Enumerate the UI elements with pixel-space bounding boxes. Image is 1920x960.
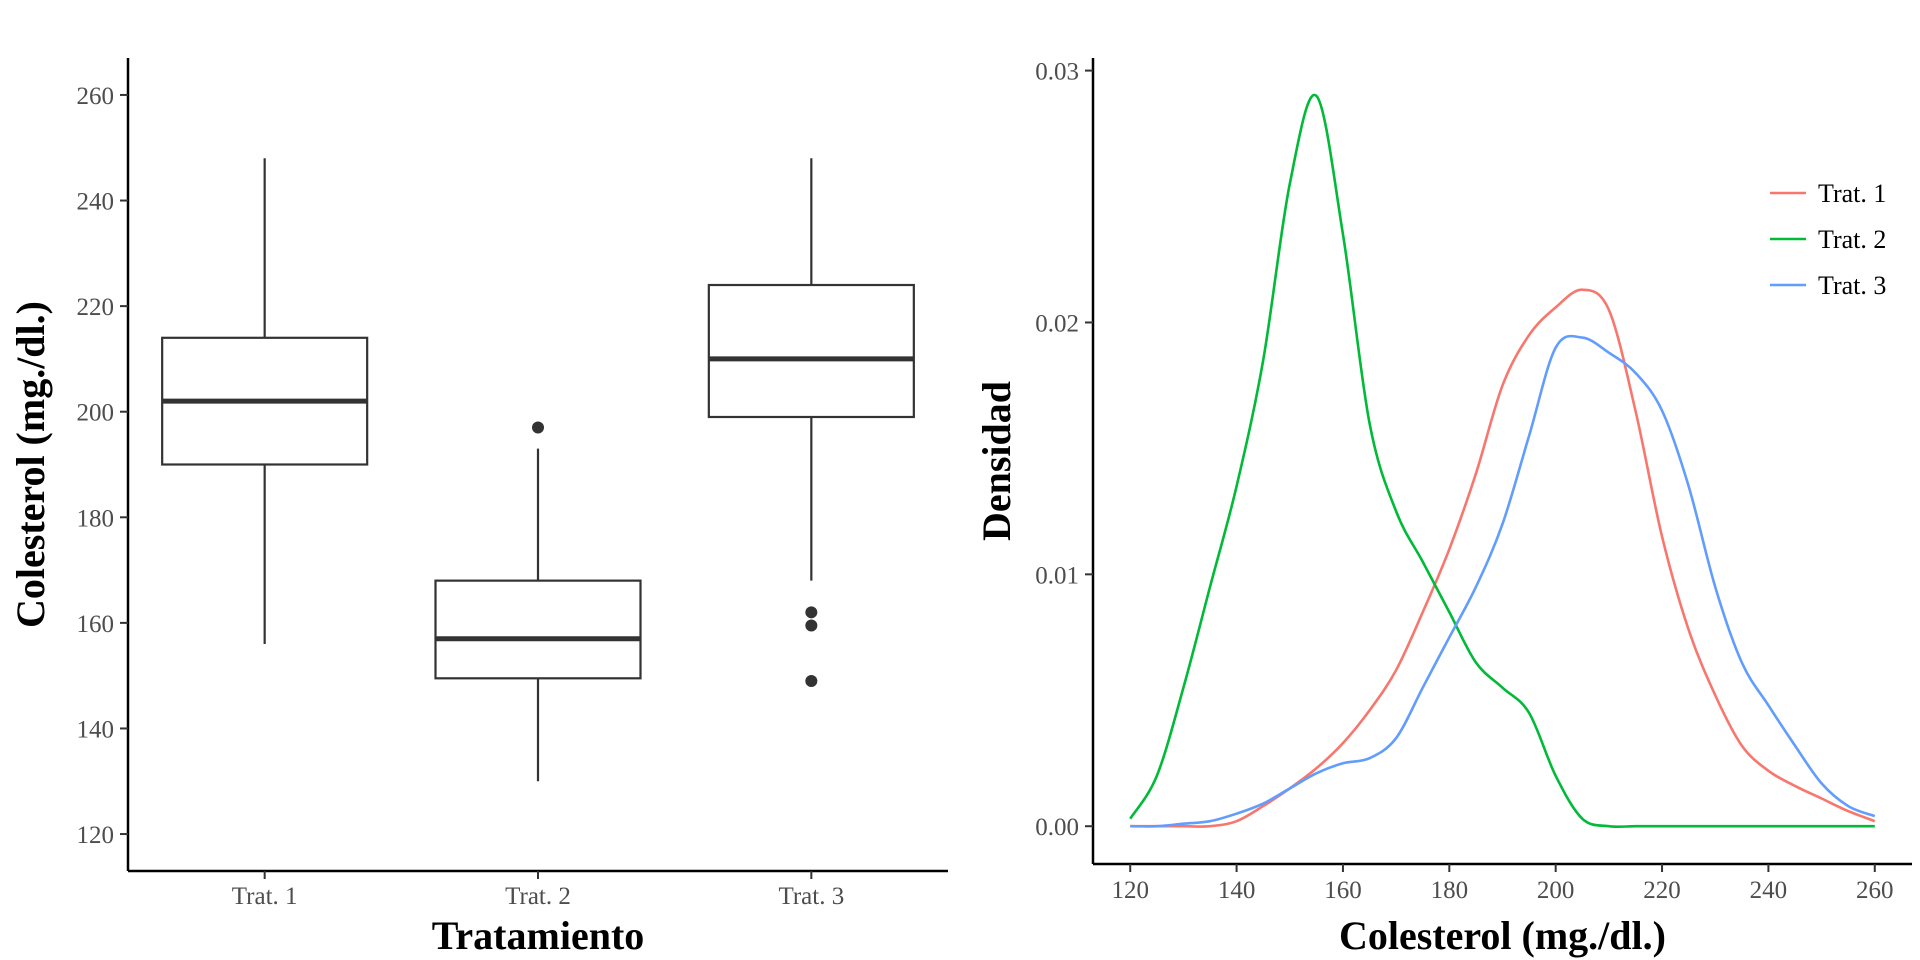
- x-tick-label: 140: [1218, 877, 1256, 904]
- x-tick-label: 120: [1111, 877, 1149, 904]
- boxplot-panel: 120 140 160 180 200 220 240 260 Trat. 1 Trat. 2 Tr…: [8, 58, 948, 958]
- y-tick-label: 180: [77, 505, 115, 532]
- density-line-trat-1: [1130, 288, 1876, 828]
- x-tick-label: 260: [1856, 877, 1894, 904]
- y-tick-label: 0.02: [1035, 310, 1079, 337]
- box-outlier: [805, 606, 818, 619]
- y-tick-label: 0.01: [1035, 562, 1079, 589]
- y-axis-title: Colesterol (mg./dl.): [8, 301, 53, 628]
- x-axis-title: Tratamiento: [432, 913, 645, 958]
- density-line-trat-2: [1129, 93, 1875, 829]
- x-tick-label: 200: [1537, 877, 1575, 904]
- legend-label-trat-3: Trat. 3: [1818, 271, 1886, 300]
- density-line-trat-3: [1130, 334, 1876, 828]
- x-tick-label: 240: [1750, 877, 1788, 904]
- x-axis-title: Colesterol (mg./dl.): [1339, 913, 1666, 958]
- y-axis-title: Densidad: [974, 381, 1019, 541]
- y-tick-label: 220: [77, 294, 115, 321]
- box-outlier: [805, 674, 818, 687]
- y-tick-label: 260: [77, 83, 115, 110]
- y-tick-label: 160: [77, 611, 115, 638]
- x-tick-label: Trat. 1: [232, 883, 298, 910]
- x-tick-label: Trat. 2: [505, 883, 571, 910]
- box-outlier: [805, 619, 818, 632]
- x-tick-label: 160: [1324, 877, 1362, 904]
- y-tick-label: 240: [77, 189, 115, 216]
- density-panel: 0.00 0.01 0.02 0.03 120 140 160 180 200 220 240 260…: [974, 58, 1912, 958]
- box-iqr: [434, 579, 642, 680]
- y-tick-label: 120: [77, 822, 115, 849]
- box-iqr: [707, 283, 915, 419]
- legend-label-trat-1: Trat. 1: [1818, 179, 1886, 208]
- x-tick-label: 220: [1643, 877, 1681, 904]
- y-tick-label: 0.00: [1035, 814, 1079, 841]
- y-tick-label: 140: [77, 716, 115, 743]
- box-outlier: [532, 421, 544, 434]
- legend-label-trat-2: Trat. 2: [1818, 225, 1886, 254]
- y-tick-label: 0.03: [1035, 59, 1079, 86]
- x-tick-label: 180: [1431, 877, 1469, 904]
- y-tick-label: 200: [77, 400, 115, 427]
- x-tick-label: Trat. 3: [778, 883, 844, 910]
